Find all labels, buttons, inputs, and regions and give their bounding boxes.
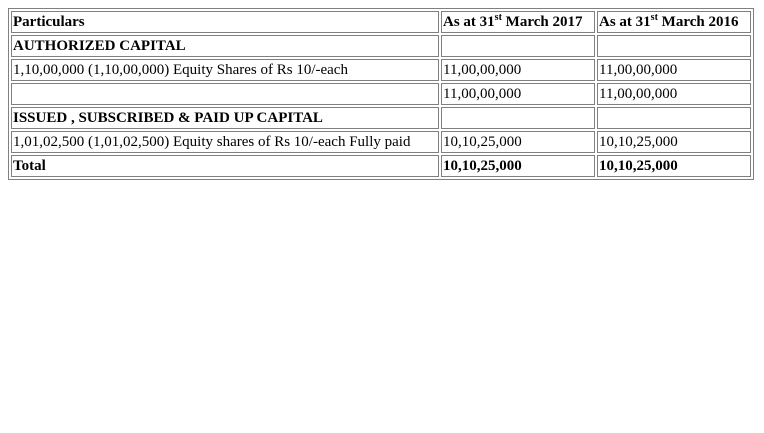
header-march-2016-suffix: March 2016 xyxy=(657,14,739,30)
header-march-2016-prefix: As at 31 xyxy=(599,14,651,30)
section-label-issued: ISSUED , SUBSCRIBED & PAID UP CAPITAL xyxy=(11,107,439,129)
cell-particulars: 1,01,02,500 (1,01,02,500) Equity shares … xyxy=(11,131,439,153)
cell-2016: 11,00,00,000 xyxy=(597,83,751,105)
section-label-authorized: AUTHORIZED CAPITAL xyxy=(11,35,439,57)
total-label: Total xyxy=(11,155,439,177)
header-march-2017: As at 31st March 2017 xyxy=(441,11,595,33)
cell-2016: 10,10,25,000 xyxy=(597,131,751,153)
header-particulars: Particulars xyxy=(11,11,439,33)
share-capital-table: Particulars As at 31st March 2017 As at … xyxy=(8,8,754,180)
cell-2017 xyxy=(441,35,595,57)
cell-2016: 11,00,00,000 xyxy=(597,59,751,81)
header-march-2016-sup: st xyxy=(650,12,658,23)
cell-2017: 11,00,00,000 xyxy=(441,59,595,81)
header-march-2017-suffix: March 2017 xyxy=(501,14,583,30)
section-row-issued: ISSUED , SUBSCRIBED & PAID UP CAPITAL xyxy=(11,107,751,129)
cell-2017 xyxy=(441,107,595,129)
cell-2017: 10,10,25,000 xyxy=(441,131,595,153)
cell-2016 xyxy=(597,107,751,129)
table-row: 1,10,00,000 (1,10,00,000) Equity Shares … xyxy=(11,59,751,81)
cell-2017: 11,00,00,000 xyxy=(441,83,595,105)
cell-particulars xyxy=(11,83,439,105)
subtotal-row-authorized: 11,00,00,000 11,00,00,000 xyxy=(11,83,751,105)
total-2016: 10,10,25,000 xyxy=(597,155,751,177)
table-header-row: Particulars As at 31st March 2017 As at … xyxy=(11,11,751,33)
total-row: Total 10,10,25,000 10,10,25,000 xyxy=(11,155,751,177)
table-row: 1,01,02,500 (1,01,02,500) Equity shares … xyxy=(11,131,751,153)
header-march-2016: As at 31st March 2016 xyxy=(597,11,751,33)
section-row-authorized: AUTHORIZED CAPITAL xyxy=(11,35,751,57)
header-march-2017-sup: st xyxy=(494,12,502,23)
cell-2016 xyxy=(597,35,751,57)
total-2017: 10,10,25,000 xyxy=(441,155,595,177)
cell-particulars: 1,10,00,000 (1,10,00,000) Equity Shares … xyxy=(11,59,439,81)
header-march-2017-prefix: As at 31 xyxy=(443,14,495,30)
